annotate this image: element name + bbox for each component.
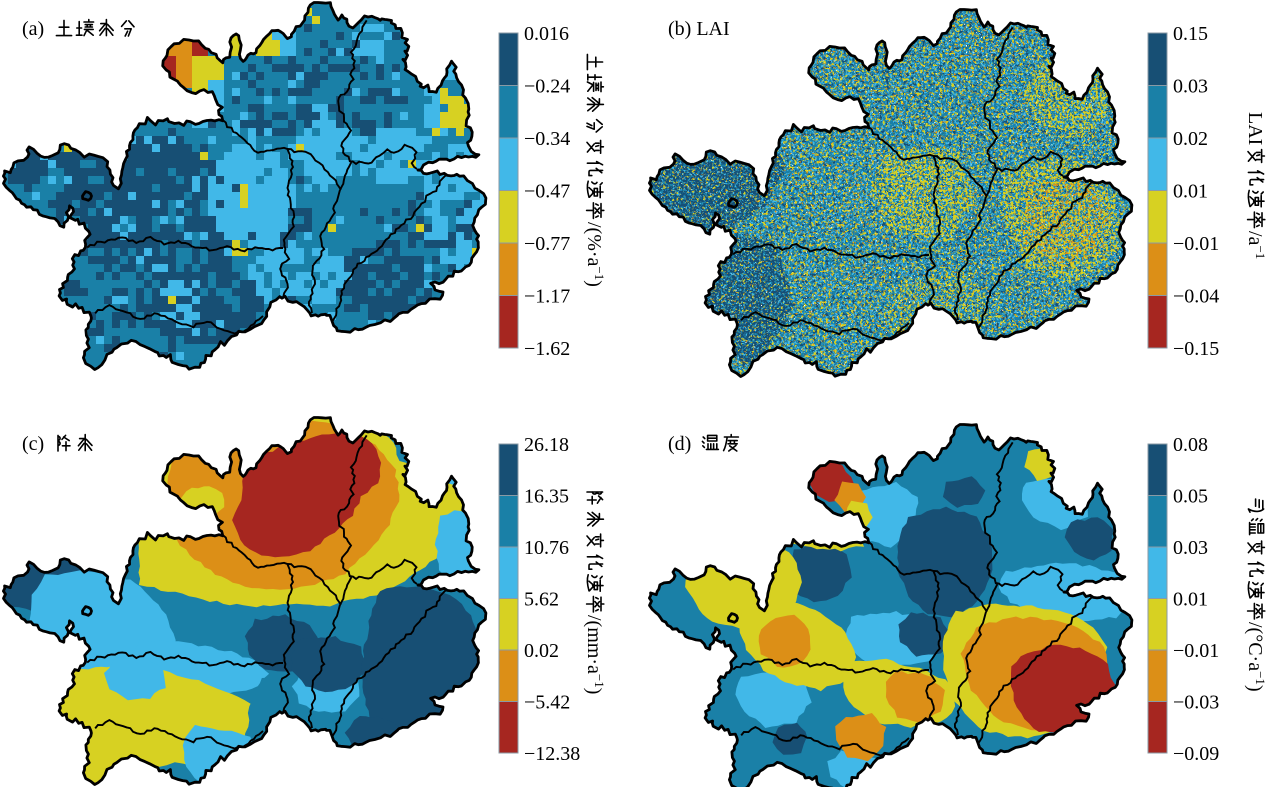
svg-text:−0.77: −0.77 xyxy=(524,233,570,255)
svg-text:26.18: 26.18 xyxy=(524,434,569,456)
svg-text:−0.03: −0.03 xyxy=(1173,692,1219,714)
svg-text:0.01: 0.01 xyxy=(1173,181,1208,203)
svg-text:/(mm·a−1): /(mm·a−1) xyxy=(583,615,607,694)
svg-text:0.02: 0.02 xyxy=(1173,128,1208,150)
svg-text:0.15: 0.15 xyxy=(1173,23,1208,45)
svg-text:−0.04: −0.04 xyxy=(1173,286,1219,308)
svg-text:0.016: 0.016 xyxy=(524,23,569,45)
svg-text:16.35: 16.35 xyxy=(524,486,569,508)
svg-text:−0.47: −0.47 xyxy=(524,181,570,203)
svg-text:0.05: 0.05 xyxy=(1173,486,1208,508)
svg-text:0.01: 0.01 xyxy=(1173,589,1208,611)
svg-text:10.76: 10.76 xyxy=(524,537,569,559)
svg-text:0.03: 0.03 xyxy=(1173,76,1208,98)
svg-text:−5.42: −5.42 xyxy=(524,692,570,714)
svg-text:/a−1: /a−1 xyxy=(1244,231,1268,259)
svg-text:−0.34: −0.34 xyxy=(524,128,570,150)
svg-text:−12.38: −12.38 xyxy=(524,743,580,765)
svg-text:−1.62: −1.62 xyxy=(524,338,570,360)
svg-text:−0.09: −0.09 xyxy=(1173,743,1219,765)
svg-text:5.62: 5.62 xyxy=(524,589,559,611)
svg-text:−0.15: −0.15 xyxy=(1173,338,1219,360)
svg-text:−0.01: −0.01 xyxy=(1173,640,1219,662)
svg-text:/(%·a−1): /(%·a−1) xyxy=(583,222,607,287)
svg-text:−0.24: −0.24 xyxy=(524,76,570,98)
svg-text:/(°C·a−1): /(°C·a−1) xyxy=(1244,622,1268,692)
svg-text:(a): (a) xyxy=(22,18,44,40)
svg-text:0.03: 0.03 xyxy=(1173,537,1208,559)
svg-text:−0.01: −0.01 xyxy=(1173,233,1219,255)
svg-text:−1.17: −1.17 xyxy=(524,286,570,308)
svg-text:LAI: LAI xyxy=(1244,112,1266,145)
svg-text:0.08: 0.08 xyxy=(1173,434,1208,456)
svg-text:(c): (c) xyxy=(22,433,44,455)
svg-text:(d): (d) xyxy=(668,433,691,455)
svg-text:(b) LAI: (b) LAI xyxy=(668,18,730,40)
svg-text:0.02: 0.02 xyxy=(524,640,559,662)
